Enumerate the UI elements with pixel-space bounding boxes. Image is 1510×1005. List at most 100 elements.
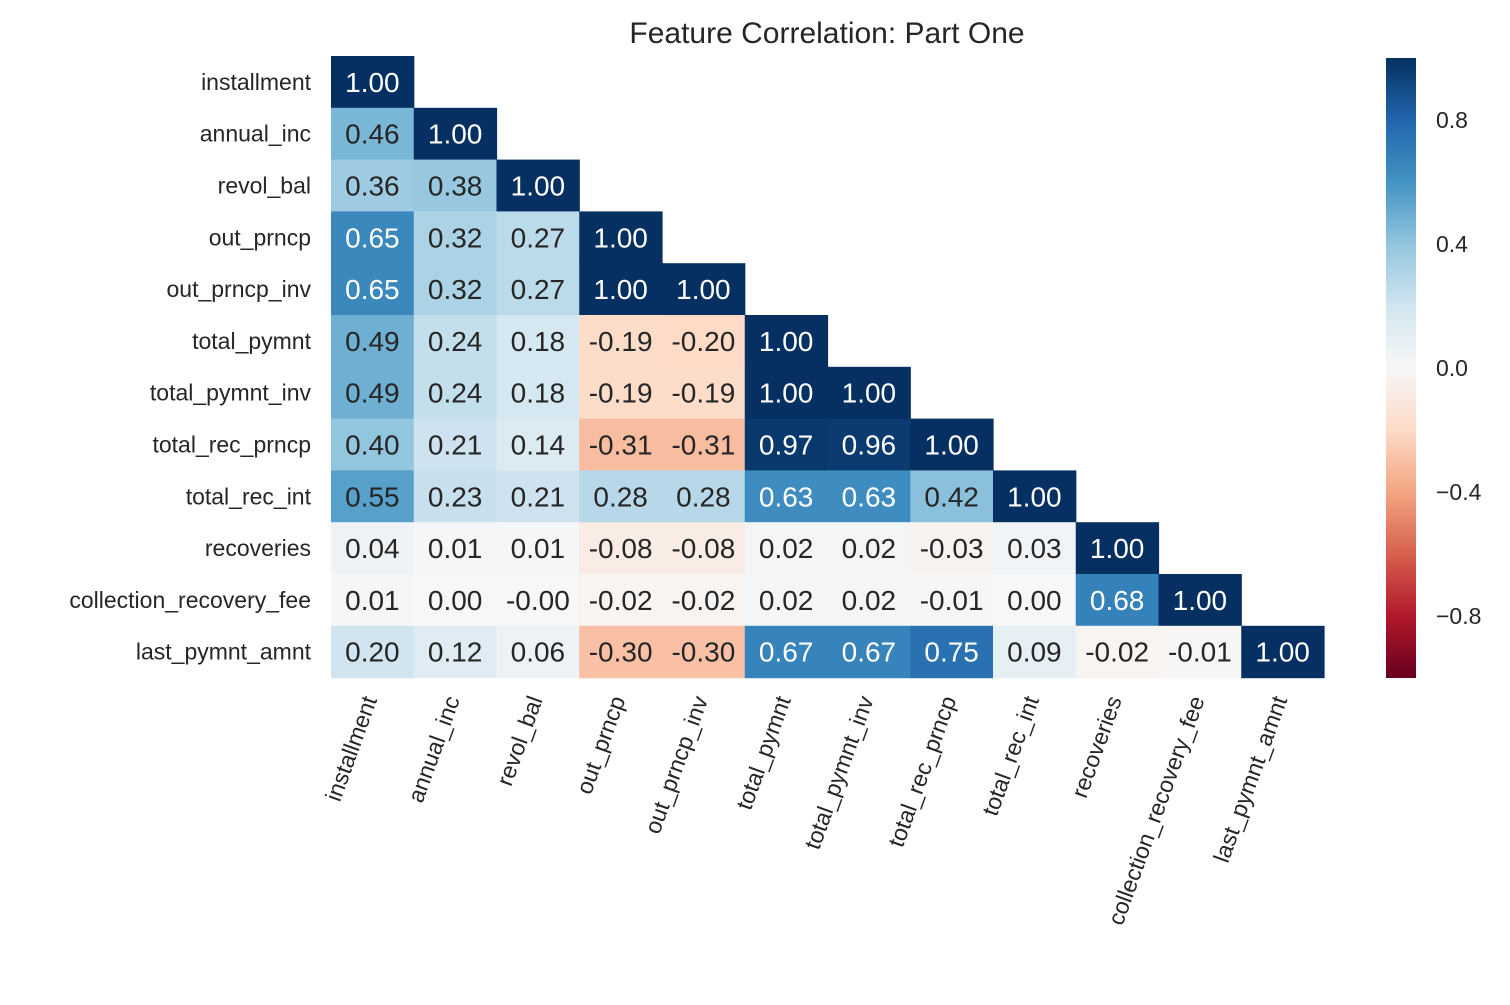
heatmap-cell (331, 418, 415, 471)
heatmap-cell (827, 470, 911, 523)
cell-value-label: -0.30 (671, 637, 735, 668)
cell-value-label: 0.00 (428, 585, 483, 616)
cell-value-label: 1.00 (1173, 585, 1228, 616)
cell-value-label: 0.23 (428, 481, 483, 512)
heatmap-cell (579, 470, 663, 523)
x-tick-label: collection_recovery_fee (1103, 692, 1210, 928)
cell-value-label: 0.21 (428, 430, 483, 461)
heatmap-cell (579, 211, 663, 264)
heatmap-cell (993, 574, 1077, 627)
y-tick-label: recoveries (205, 535, 311, 561)
heatmap-cell (496, 574, 580, 627)
heatmap-cell (413, 107, 498, 161)
cell-value-label: 0.36 (345, 171, 400, 202)
heatmap-cell (413, 263, 498, 316)
heatmap-cell (910, 418, 994, 471)
cell-value-label: 1.00 (924, 430, 979, 461)
heatmap-cell (579, 522, 663, 575)
heatmap-cell (413, 211, 498, 264)
cell-value-label: 0.06 (511, 637, 566, 668)
heatmap-cell (744, 470, 829, 523)
cell-value-label: 0.67 (759, 637, 814, 668)
heatmap-cell (744, 315, 829, 368)
cell-value-label: 0.67 (842, 637, 897, 668)
cell-value-label: -0.20 (671, 326, 735, 357)
x-tick-label: out_prncp (571, 692, 630, 797)
cell-value-label: 0.18 (511, 326, 566, 357)
heatmap-cell (662, 574, 746, 627)
cell-value-label: 1.00 (428, 119, 483, 150)
heatmap-cell (910, 574, 994, 627)
cell-value-label: 0.09 (1007, 637, 1062, 668)
x-tick-label: revol_bal (491, 692, 547, 789)
heatmap-cell (413, 315, 498, 368)
cell-value-label: 0.97 (759, 430, 814, 461)
heatmap-cell (827, 574, 911, 627)
heatmap-cell (744, 522, 829, 575)
heatmap-cell (331, 470, 415, 523)
cell-value-label: 0.63 (842, 481, 897, 512)
cell-value-label: -0.01 (920, 585, 984, 616)
heatmap-cell (579, 574, 663, 627)
colorbar-tick-label: −0.4 (1436, 479, 1482, 505)
heatmap-cell (993, 470, 1077, 523)
cell-value-label: 0.49 (345, 378, 400, 409)
cell-value-label: 0.27 (511, 222, 566, 253)
cell-value-label: 0.68 (1090, 585, 1145, 616)
heatmap-cell (662, 418, 746, 471)
cell-value-label: 0.01 (345, 585, 400, 616)
cell-value-label: 0.14 (511, 430, 566, 461)
cell-value-label: 0.04 (345, 533, 400, 564)
heatmap-cell (662, 470, 746, 523)
heatmap-cell (331, 366, 415, 420)
heatmap-cell (413, 625, 498, 679)
cell-value-label: 1.00 (759, 378, 814, 409)
y-tick-label: out_prncp_inv (167, 276, 312, 302)
heatmap-cell (1075, 574, 1160, 627)
colorbar-tick-label: 0.4 (1436, 231, 1468, 257)
cell-value-label: 1.00 (1090, 533, 1145, 564)
cell-value-label: -0.19 (671, 378, 735, 409)
heatmap-cell (993, 625, 1077, 679)
cell-value-label: -0.02 (671, 585, 735, 616)
heatmap-cell (827, 366, 911, 420)
cell-value-label: 0.03 (1007, 533, 1062, 564)
heatmap-cell (744, 418, 829, 471)
x-tick-label: out_prncp_inv (639, 692, 713, 837)
heatmap-cell (413, 366, 498, 420)
colorbar: 0.8 0.4 0.0 −0.4 −0.8 (1386, 58, 1482, 678)
cell-value-label: -0.31 (671, 430, 735, 461)
cell-value-label: -0.19 (589, 326, 653, 357)
heatmap-cell (993, 522, 1077, 575)
heatmap-cell (662, 625, 746, 679)
cell-value-label: 0.63 (759, 481, 814, 512)
cell-value-label: 0.18 (511, 378, 566, 409)
cell-value-label: 1.00 (676, 274, 731, 305)
cell-value-label: 1.00 (511, 171, 566, 202)
x-tick-label: total_pymnt_inv (799, 692, 879, 853)
heatmap-cell (496, 418, 580, 471)
heatmap-cell (827, 418, 911, 471)
cell-value-label: -0.00 (506, 585, 570, 616)
cell-value-label: 0.20 (345, 637, 400, 668)
heatmap-cell (579, 418, 663, 471)
cell-value-label: -0.30 (589, 637, 653, 668)
cell-value-label: -0.08 (671, 533, 735, 564)
cell-value-label: -0.02 (1085, 637, 1149, 668)
cell-value-label: 0.32 (428, 222, 483, 253)
cell-value-label: 0.55 (345, 481, 400, 512)
cell-value-label: 1.00 (842, 378, 897, 409)
y-tick-label: out_prncp (209, 224, 311, 250)
y-tick-label: revol_bal (218, 173, 311, 199)
y-tick-label: annual_inc (200, 121, 311, 147)
cell-value-label: 0.28 (676, 481, 731, 512)
heatmap-cell (413, 574, 498, 627)
cell-value-label: 0.01 (511, 533, 566, 564)
heatmap-cell (662, 315, 746, 368)
heatmap-cell (496, 315, 580, 368)
heatmap-cell (331, 56, 415, 109)
colorbar-tick-label: 0.8 (1436, 107, 1468, 133)
cell-value-label: 0.24 (428, 378, 483, 409)
